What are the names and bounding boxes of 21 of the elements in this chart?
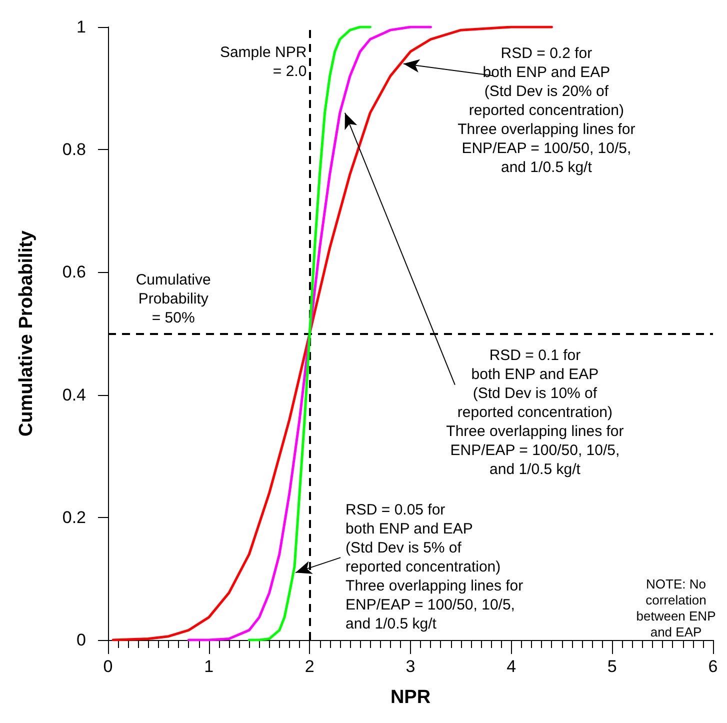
x-tick-label: 5 xyxy=(607,657,617,676)
x-tick-label: 1 xyxy=(204,657,214,676)
y-tick-label: 0.6 xyxy=(62,262,86,282)
ref-line-label: Cumulative Probability = 50% xyxy=(136,272,211,326)
x-tick-label: 6 xyxy=(708,657,718,676)
y-tick-label: 0.8 xyxy=(62,140,86,160)
x-tick-label: 4 xyxy=(506,657,516,676)
annotation: NOTE: No correlation between ENP and EAP xyxy=(636,576,716,640)
y-tick-label: 1 xyxy=(76,18,86,36)
x-tick-label: 2 xyxy=(304,657,314,676)
annotation: RSD = 0.2 for both ENP and EAP (Std Dev is 20% of reported concentration) Three overlapping lines for ENP/EAP = 100/50, 10/5, and 1/0.5 kg/t xyxy=(458,44,636,176)
annotation: RSD = 0.1 for both ENP and EAP (Std Dev is 10% of reported concentration) Three overlapping lines for ENP/EAP = 100/50, 10/5, and 1/0.5 kg/t xyxy=(446,346,624,478)
y-tick-label: 0 xyxy=(76,630,86,650)
x-axis-title: NPR xyxy=(390,687,431,708)
x-tick-label: 3 xyxy=(406,657,416,676)
x-tick-label: 0 xyxy=(103,657,113,676)
y-tick-label: 0.2 xyxy=(62,508,86,527)
ref-line-label: Sample NPR = 2.0 xyxy=(220,44,307,80)
annotation: RSD = 0.05 for both ENP and EAP (Std Dev is 5% of reported concentration) Three overlapping lines for ENP/EAP = 100/50, 10/5, and 1/0.5 kg/t xyxy=(346,502,524,633)
y-tick-label: 0.4 xyxy=(62,385,86,404)
y-axis-title: Cumulative Probability xyxy=(16,230,37,436)
